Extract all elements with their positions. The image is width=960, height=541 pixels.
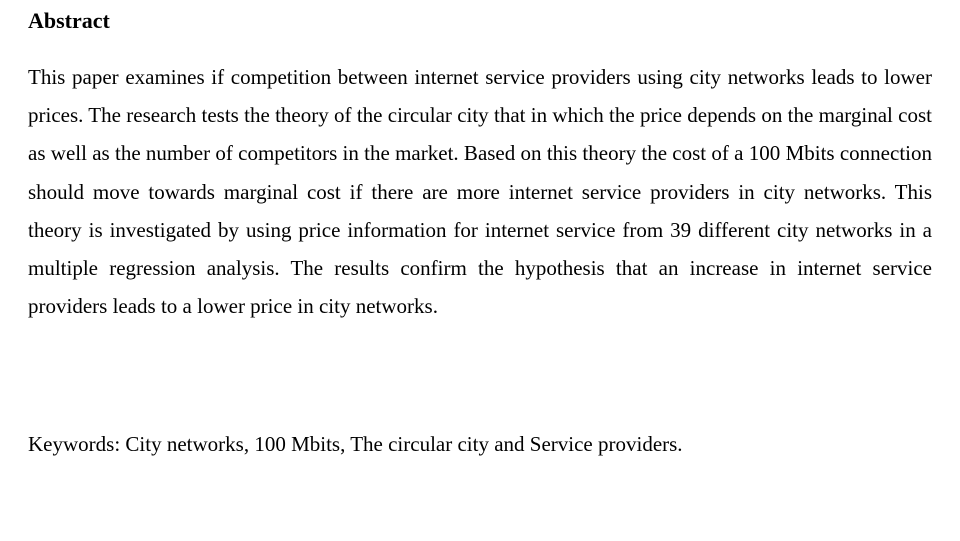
document-page: Abstract This paper examines if competit… bbox=[0, 0, 960, 462]
abstract-body: This paper examines if competition betwe… bbox=[28, 58, 932, 326]
abstract-title: Abstract bbox=[28, 8, 932, 34]
keywords-line: Keywords: City networks, 100 Mbits, The … bbox=[28, 426, 932, 463]
